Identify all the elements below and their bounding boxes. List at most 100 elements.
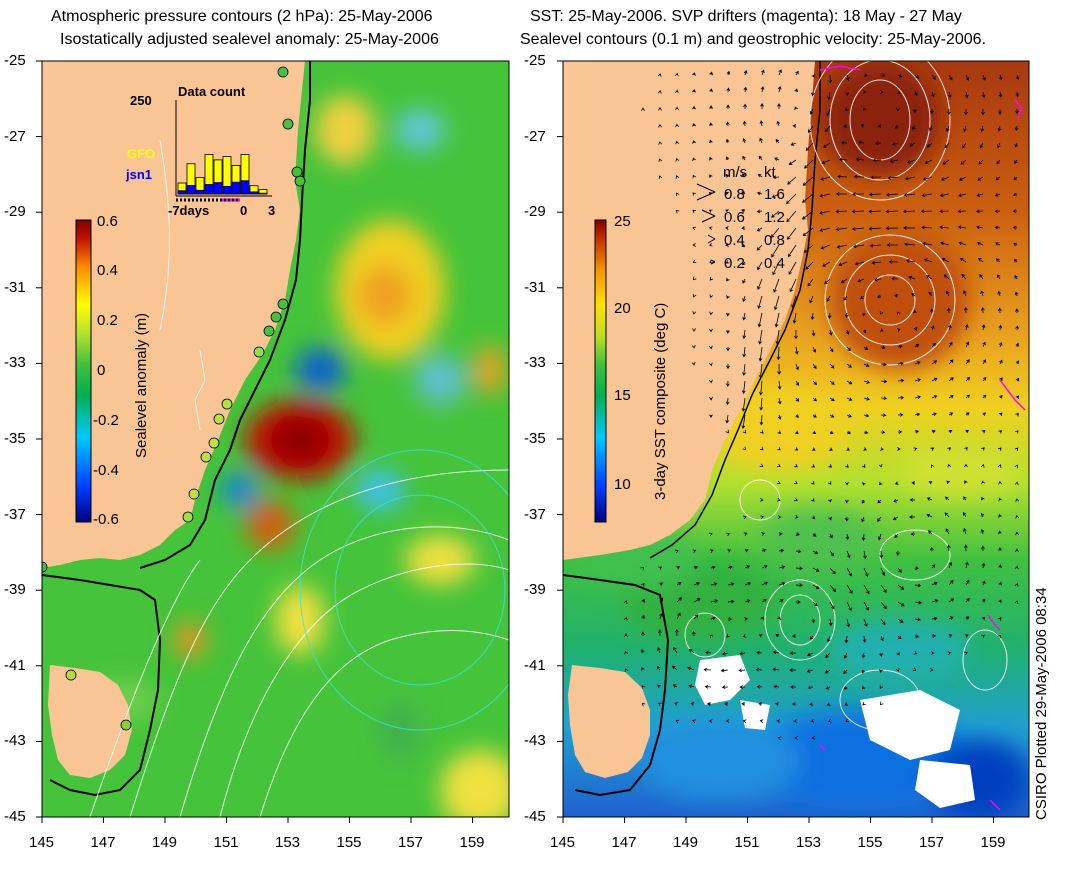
data-count-ymax: 250 <box>130 93 152 108</box>
sealevel-tick-1: 0.4 <box>97 262 118 279</box>
velocity-arrow <box>880 567 886 577</box>
velocity-arrow <box>929 308 934 314</box>
lat-label-right-6: -37 <box>524 505 546 523</box>
velocity-arrow <box>744 599 751 603</box>
velocity-arrow <box>1015 377 1019 382</box>
velocity-arrow <box>726 347 730 352</box>
velocity-arrow <box>710 582 718 586</box>
velocity-arrow <box>742 446 747 451</box>
velocity-arrow <box>964 651 968 656</box>
velocity-arrow <box>965 429 969 434</box>
velocity-arrow <box>828 464 832 468</box>
velocity-arrow <box>807 125 814 133</box>
sealevel-anomaly-blobs <box>80 95 509 817</box>
velocity-arrow <box>977 257 984 263</box>
velocity-arrow <box>913 447 918 451</box>
velocity-arrow <box>965 74 970 81</box>
velocity-arrow <box>756 244 763 251</box>
velocity-arrow <box>846 601 852 612</box>
csiro-credit: CSIRO Plotted 29-May-2006 08:34 <box>1033 587 1050 820</box>
velocity-arrow <box>725 243 730 247</box>
velocity-arrow <box>997 142 1001 149</box>
velocity-arrow <box>862 90 867 94</box>
velocity-arrow <box>790 142 797 146</box>
velocity-arrow <box>995 258 1001 263</box>
velocity-arrow <box>911 125 916 130</box>
velocity-arrow <box>846 550 851 559</box>
velocity-arrow <box>920 209 933 214</box>
velocity-arrow <box>774 312 780 328</box>
velocity-arrow <box>756 191 763 196</box>
velocity-arrow <box>913 108 917 114</box>
sst-tick-10: 10 <box>614 476 631 493</box>
velocity-arrow <box>948 561 953 569</box>
velocity-arrow <box>947 447 951 451</box>
velocity-arrow <box>981 480 985 485</box>
velocity-arrow <box>979 142 984 149</box>
velocity-arrow <box>982 394 987 399</box>
velocity-arrow <box>776 346 781 361</box>
velocity-arrow <box>692 209 697 214</box>
velocity-arrow <box>894 481 899 485</box>
velocity-arrow <box>964 324 969 331</box>
lon-label-left-0: 145 <box>29 834 55 851</box>
velocity-arrow <box>874 141 882 146</box>
lat-label-left-10: -45 <box>4 808 26 825</box>
velocity-arrow <box>692 259 697 263</box>
velocity-arrow <box>897 378 905 383</box>
velocity-arrow <box>963 125 967 133</box>
velocity-arrow <box>846 363 853 368</box>
velocity-arrow <box>725 121 730 127</box>
velocity-arrow <box>880 379 888 384</box>
velocity-arrow <box>879 652 883 658</box>
velocity-arrow <box>707 702 712 706</box>
lat-label-left-1: -27 <box>4 127 26 145</box>
velocity-arrow <box>1014 159 1018 165</box>
velocity-arrow <box>994 209 1001 214</box>
velocity-arrow <box>811 447 816 451</box>
velocity-arrow <box>862 481 866 486</box>
velocity-arrow <box>809 295 814 304</box>
velocity-arrow <box>868 226 882 231</box>
velocity-arrow <box>961 273 967 280</box>
velocity-arrow <box>931 74 936 80</box>
velocity-arrow <box>810 91 815 97</box>
velocity-arrow <box>880 584 887 593</box>
velocity-arrow <box>931 634 937 638</box>
velocity-arrow <box>773 278 780 293</box>
velocity-arrow <box>675 72 679 77</box>
velocity-arrow <box>995 242 1001 246</box>
velocity-arrow <box>826 702 831 706</box>
legend-jsn1: jsn1 <box>126 167 153 182</box>
jsn1-bar <box>222 186 232 195</box>
lat-label-right-3: -31 <box>524 278 546 296</box>
velocity-arrow <box>812 380 818 386</box>
velocity-arrow <box>894 124 899 129</box>
velocity-arrow <box>775 633 780 638</box>
pressure-contours <box>89 139 509 817</box>
velocity-arrow <box>896 651 900 656</box>
velocity-arrow <box>759 463 764 467</box>
velocity-arrow <box>911 293 916 297</box>
velocity-arrow <box>982 359 987 365</box>
velocity-arrow <box>759 446 764 451</box>
velocity-arrow <box>871 260 882 265</box>
velocity-arrow <box>868 209 882 214</box>
velocity-arrow <box>997 447 1002 451</box>
velocity-arrow <box>897 618 904 623</box>
velocity-arrow <box>869 243 882 248</box>
velocity-arrow <box>1015 360 1020 365</box>
velocity-arrow <box>829 533 833 539</box>
lon-label-right-5: 155 <box>857 834 883 851</box>
velocity-arrow <box>921 225 933 230</box>
velocity-arrow <box>1015 514 1020 519</box>
velocity-arrow <box>742 312 746 321</box>
velocity-legend-arrows <box>696 183 716 265</box>
drifter-tracks <box>819 65 1026 811</box>
velocity-arrow <box>693 614 699 620</box>
velocity-arrow <box>1012 225 1018 230</box>
velocity-arrow <box>879 685 884 690</box>
velocity-arrow <box>948 341 953 348</box>
velocity-arrow <box>758 363 763 379</box>
velocity-arrow <box>931 581 938 586</box>
